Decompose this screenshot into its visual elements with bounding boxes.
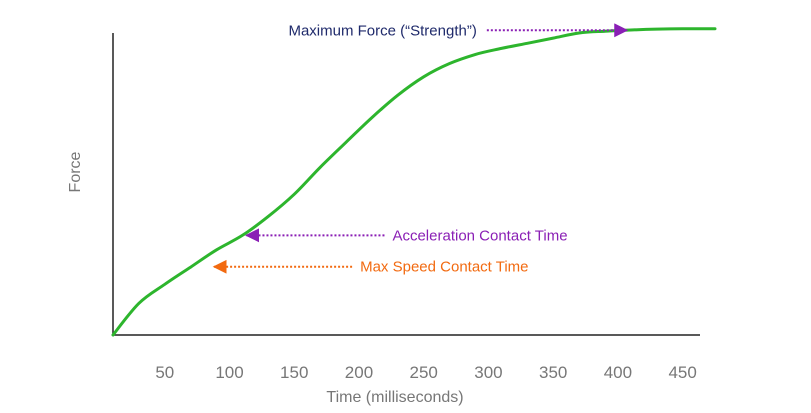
x-tick-label: 50 — [155, 363, 174, 382]
annotation-label: Acceleration Contact Time — [392, 227, 567, 244]
series-group — [111, 27, 717, 337]
x-tick-label: 100 — [215, 363, 243, 382]
x-tick-label: 450 — [668, 363, 696, 382]
x-tick-label: 400 — [604, 363, 632, 382]
annotation-label: Max Speed Contact Time — [360, 259, 528, 276]
x-tick-labels: 50 100 150 200 250 300 350 400 450 — [155, 363, 696, 382]
x-tick-label: 200 — [345, 363, 373, 382]
x-tick-label: 300 — [474, 363, 502, 382]
y-axis-label: Force — [67, 151, 84, 192]
axes — [112, 33, 700, 336]
series-line — [111, 27, 717, 337]
x-tick-label: 350 — [539, 363, 567, 382]
x-tick-label: 150 — [280, 363, 308, 382]
x-tick-label: 250 — [410, 363, 438, 382]
annotation-label: Maximum Force (“Strength”) — [288, 22, 476, 39]
annotations: Maximum Force (“Strength”) Acceleration C… — [212, 22, 629, 276]
x-axis-label: Time (milliseconds) — [326, 389, 463, 406]
